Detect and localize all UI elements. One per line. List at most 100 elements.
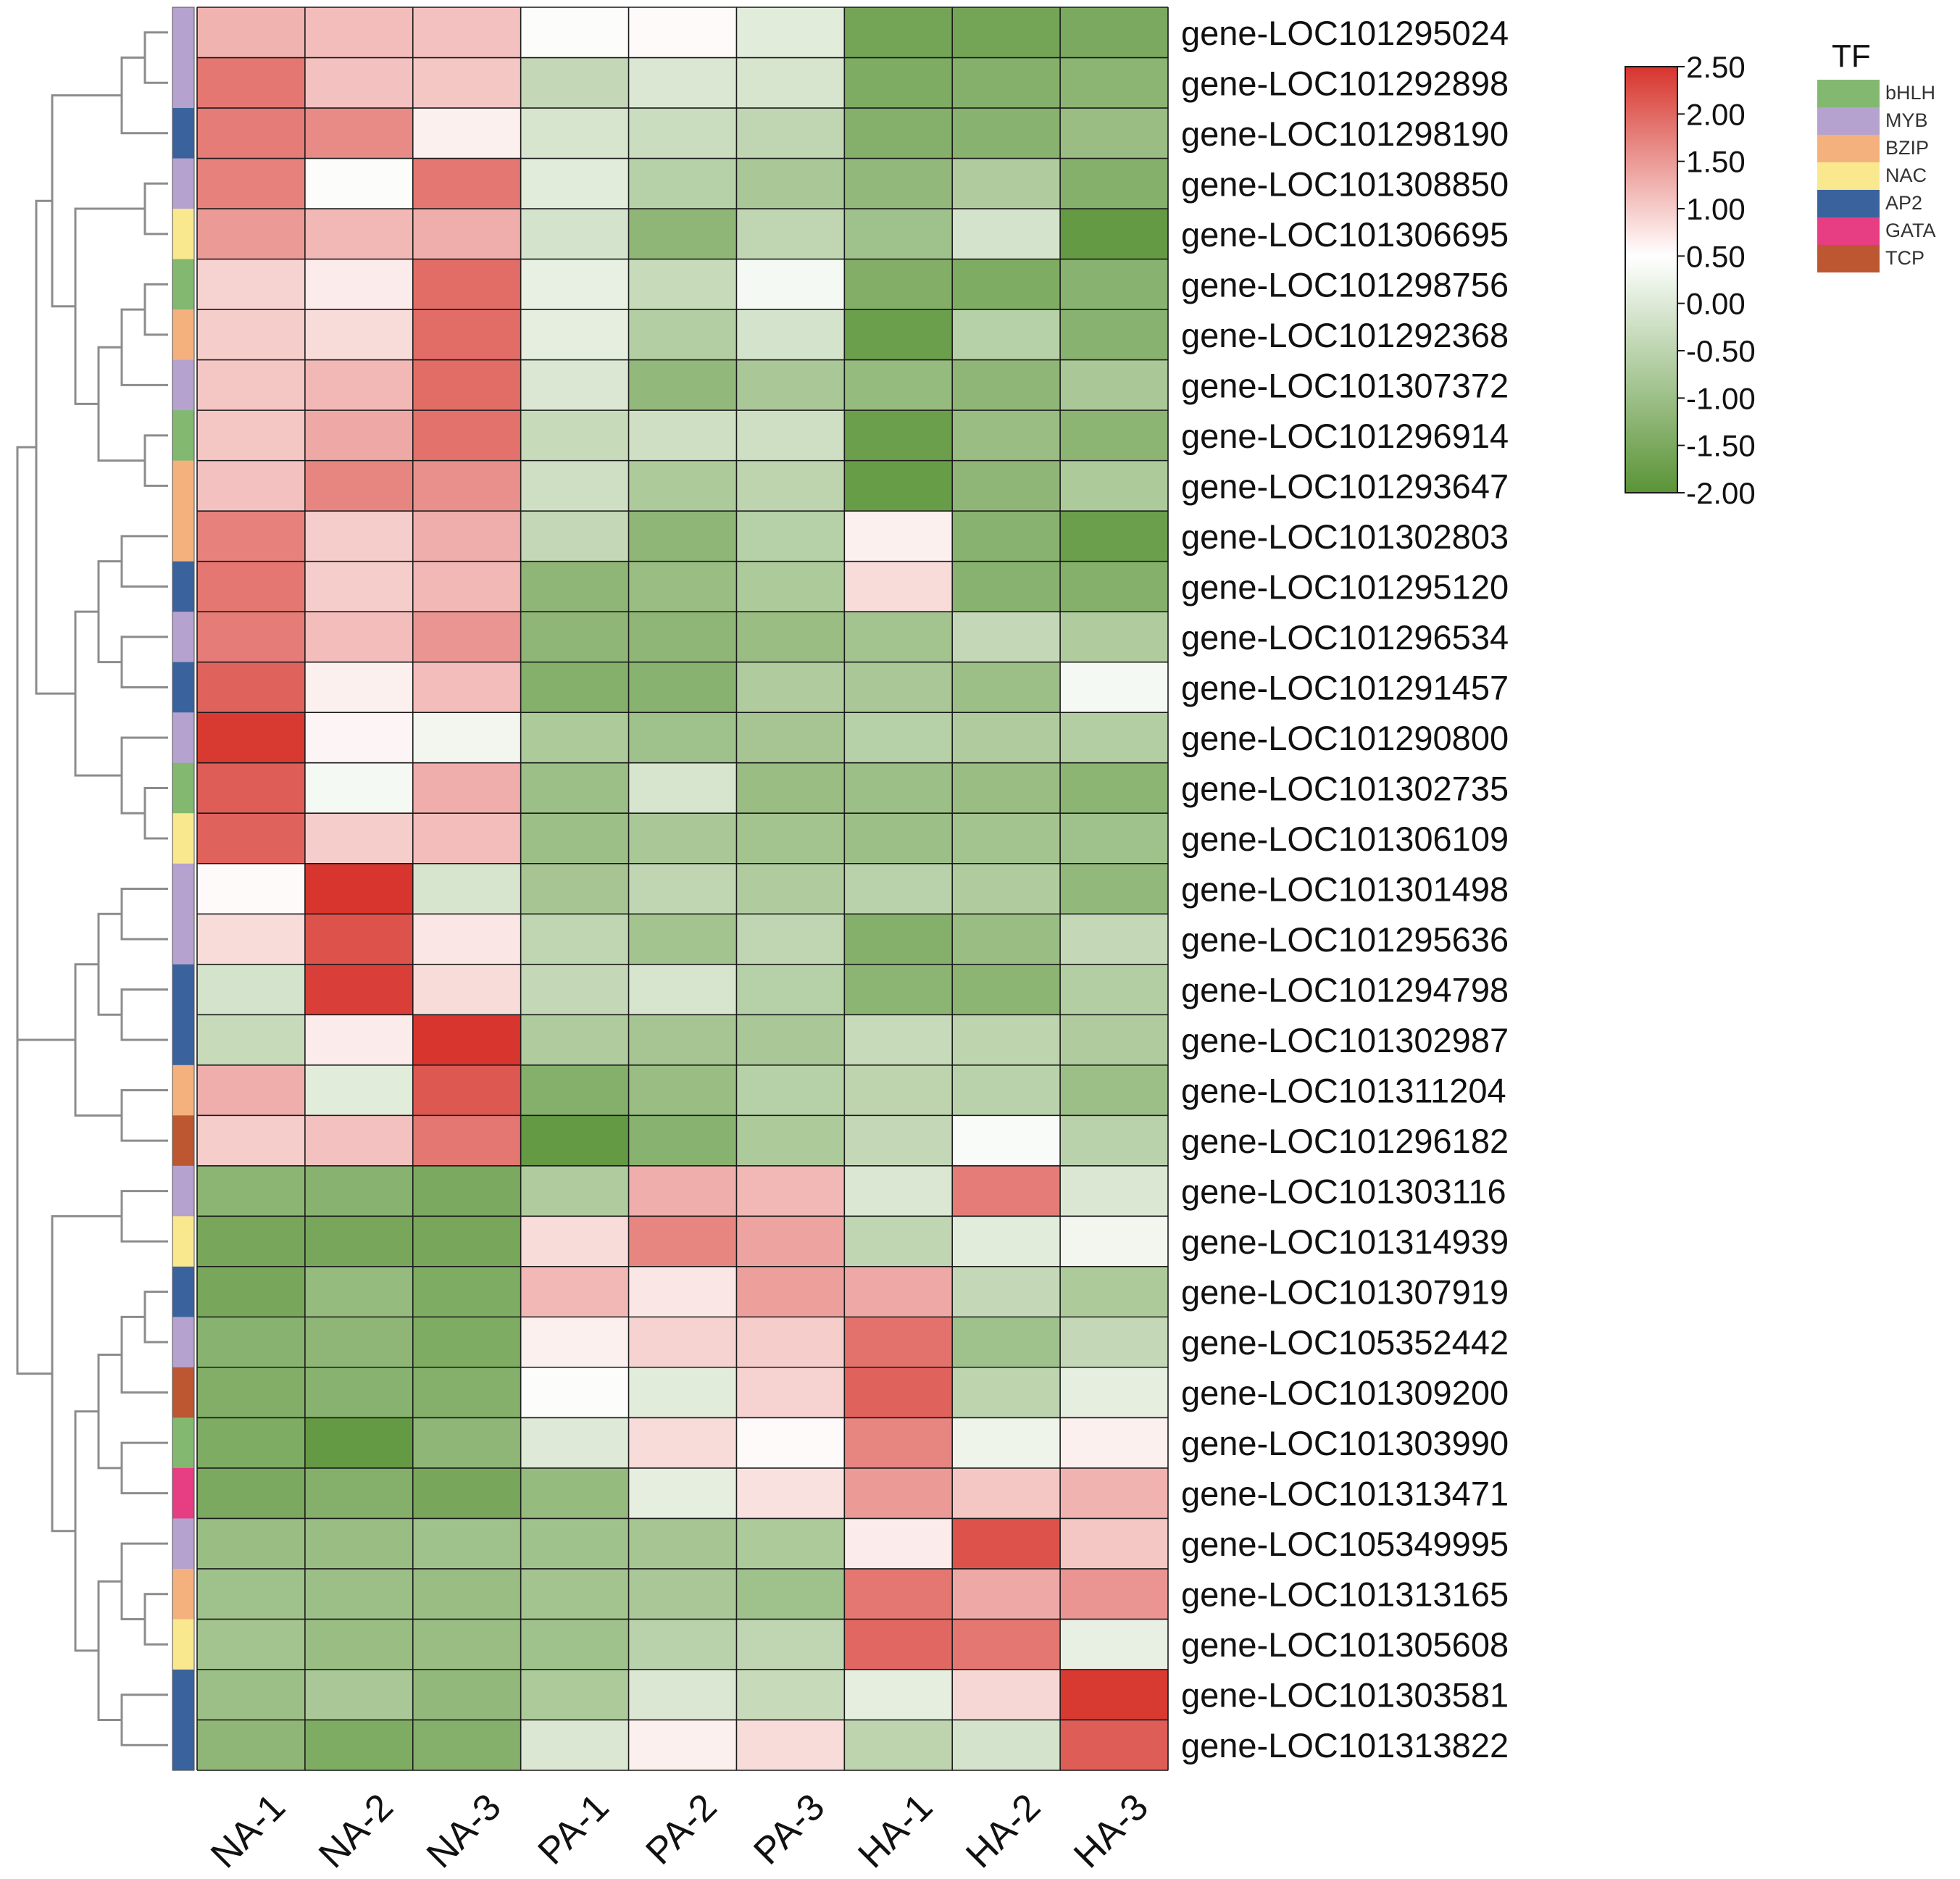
heat-cell — [952, 1165, 1061, 1217]
colorbar-gradient-slice — [1625, 162, 1677, 166]
heat-cell — [304, 1165, 414, 1217]
heat-cell — [844, 1518, 953, 1570]
heat-cell — [304, 1216, 414, 1267]
heat-cell — [520, 561, 630, 612]
heat-cell — [197, 863, 306, 914]
colorbar-gradient-slice — [1625, 469, 1677, 472]
row-dendrogram — [16, 31, 168, 1746]
heat-cell — [736, 209, 845, 260]
heat-cell — [304, 410, 414, 462]
colorbar-gradient-slice — [1625, 328, 1677, 332]
heat-cell — [952, 863, 1061, 914]
heat-cell — [736, 57, 845, 109]
heat-cell — [304, 1518, 414, 1570]
colorbar-gradient-slice — [1625, 228, 1677, 232]
dendrogram-branch — [16, 743, 52, 1375]
tf-annotation-cell — [172, 914, 194, 965]
colorbar-gradient-slice — [1625, 430, 1677, 434]
colorbar-gradient-slice — [1625, 120, 1677, 123]
heat-cell — [844, 1619, 953, 1670]
heat-cell — [520, 612, 630, 663]
colorbar-gradient-slice — [1625, 264, 1677, 268]
tf-legend-swatch — [1817, 190, 1880, 217]
heat-cell — [844, 259, 953, 310]
heat-cell — [197, 7, 306, 59]
column-label: NA-2 — [311, 1786, 401, 1876]
heat-cell — [952, 1467, 1061, 1520]
heat-cell — [197, 561, 306, 612]
row-label: gene-LOC101313165 — [1181, 1575, 1509, 1614]
tf-annotation-cell — [172, 712, 194, 764]
heat-cell — [628, 561, 738, 612]
colorbar-gradient-slice — [1625, 111, 1677, 114]
colorbar-gradient-slice — [1625, 414, 1677, 417]
colorbar-gradient-slice — [1625, 107, 1677, 110]
heat-cell — [304, 511, 414, 562]
tf-annotation-cell — [172, 964, 194, 1015]
heat-cell — [197, 612, 306, 663]
colorbar-gradient-slice — [1625, 158, 1677, 162]
tf-annotation-cell — [172, 1518, 194, 1570]
heat-cell — [952, 259, 1061, 310]
colorbar-gradient-slice — [1625, 491, 1677, 493]
heat-cell — [1060, 108, 1169, 159]
heat-cell — [736, 410, 845, 462]
heat-cell — [304, 259, 414, 310]
colorbar-gradient-slice — [1625, 343, 1677, 346]
heat-cell — [1060, 1367, 1169, 1418]
colorbar-gradient-slice — [1625, 373, 1677, 377]
column-label: HA-3 — [1066, 1786, 1156, 1876]
heat-cell — [1060, 410, 1169, 462]
heat-cell — [844, 662, 953, 713]
heat-cell — [304, 7, 414, 59]
heat-cell — [844, 108, 953, 159]
colorbar-tick-label: 0.00 — [1686, 287, 1746, 321]
heat-cell — [844, 1266, 953, 1317]
heat-cell — [412, 561, 522, 612]
colorbar-gradient-slice — [1625, 384, 1677, 387]
dendrogram-branch — [120, 988, 168, 1041]
tf-annotation-cell — [172, 612, 194, 663]
colorbar-gradient-slice — [1625, 167, 1677, 170]
heat-cell — [520, 1367, 630, 1418]
tf-legend-swatch — [1817, 107, 1880, 135]
heat-cell — [520, 108, 630, 159]
heat-cell — [1060, 1317, 1169, 1368]
dendrogram-branch — [51, 94, 122, 308]
heat-cell — [736, 863, 845, 914]
heat-cell — [304, 1467, 414, 1520]
tf-annotation-cell — [172, 259, 194, 310]
heat-cell — [304, 712, 414, 764]
heat-cell — [412, 309, 522, 361]
heat-cell — [197, 1367, 306, 1418]
heat-cell — [628, 863, 738, 914]
heat-cell — [844, 511, 953, 562]
heat-cell — [736, 561, 845, 612]
tf-legend-swatch — [1817, 245, 1880, 272]
tf-legend-label: GATA — [1885, 220, 1936, 241]
colorbar-gradient-slice — [1625, 173, 1677, 176]
tf-annotation-cell — [172, 209, 194, 260]
colorbar-gradient-slice — [1625, 145, 1677, 149]
row-label: gene-LOC105349995 — [1181, 1525, 1509, 1563]
tf-annotation-cell — [172, 1216, 194, 1267]
colorbar-gradient-slice — [1625, 475, 1677, 479]
colorbar-gradient-slice — [1625, 439, 1677, 443]
colorbar-gradient-slice — [1625, 418, 1677, 421]
tf-annotation-cell — [172, 1669, 194, 1721]
color-scale-bar: 2.50 2.00 1.50 1.00 0.50 0.00 -0.50 -1.00 -1.50 -… — [1625, 50, 1756, 510]
heat-cell — [844, 7, 953, 59]
dendrogram-branch — [143, 786, 168, 840]
heat-cell — [304, 612, 414, 663]
colorbar-gradient-slice — [1625, 124, 1677, 128]
heat-cell — [844, 1216, 953, 1267]
heat-cell — [952, 813, 1061, 864]
colorbar-gradient-slice — [1625, 104, 1677, 108]
colorbar-gradient-slice — [1625, 401, 1677, 404]
heat-cell — [197, 410, 306, 462]
heat-cell — [736, 1165, 845, 1217]
heat-cell — [1060, 1467, 1169, 1520]
heat-cell — [412, 612, 522, 663]
heat-cell — [1060, 1266, 1169, 1317]
